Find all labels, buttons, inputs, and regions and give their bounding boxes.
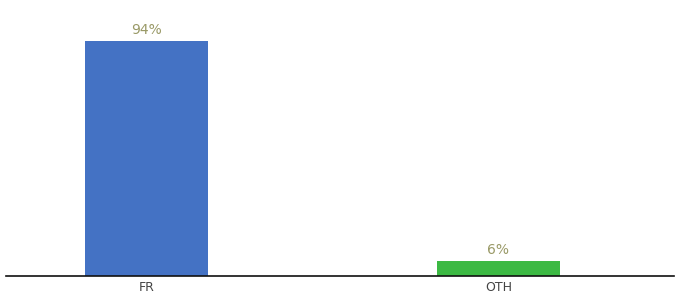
Bar xyxy=(437,261,560,276)
Bar xyxy=(85,40,208,276)
Text: 94%: 94% xyxy=(131,23,162,37)
Text: 6%: 6% xyxy=(488,243,509,257)
